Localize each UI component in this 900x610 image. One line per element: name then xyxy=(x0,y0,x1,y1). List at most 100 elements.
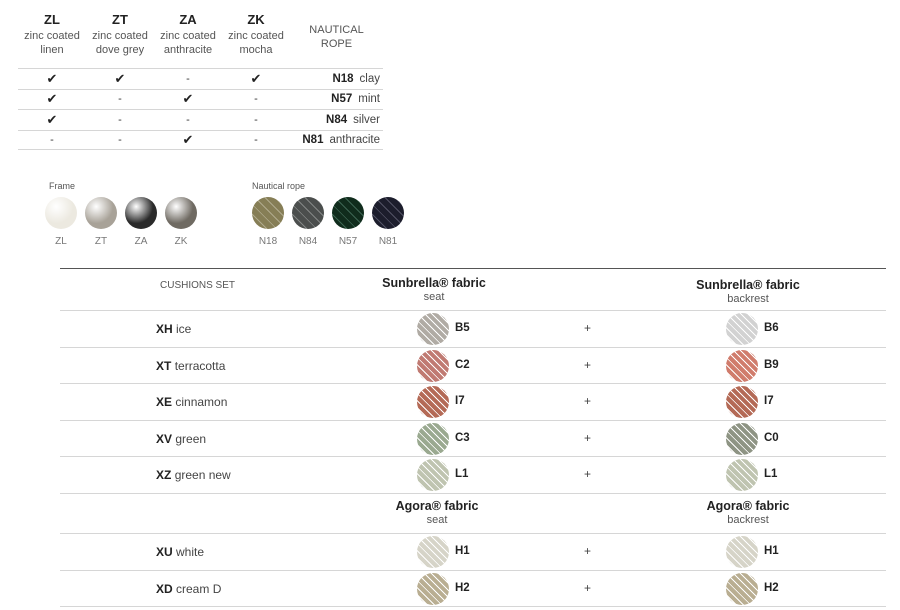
finish-col-za: ZA zinc coated anthracite xyxy=(160,12,216,56)
dash-mark: - xyxy=(254,93,258,106)
cushions-set-label: CUSHIONS SET xyxy=(160,280,236,291)
seat-fabric-code: C2 xyxy=(455,358,470,371)
frame-swatch xyxy=(45,197,77,229)
seat-fabric-heading: Sunbrella® fabric seat xyxy=(382,276,486,303)
seat-fabric-code: H1 xyxy=(455,544,470,557)
rope-swatches-title: Nautical rope xyxy=(252,181,306,191)
backrest-fabric-code: B6 xyxy=(764,322,779,334)
rope-swatch xyxy=(332,197,364,229)
seat-fabric-code: L1 xyxy=(455,468,469,481)
dash-mark: - xyxy=(118,113,122,126)
seat-fabric-swatch xyxy=(417,349,449,382)
cushion-name: XT terracotta xyxy=(156,359,225,373)
cushion-name: XE cinnamon xyxy=(156,395,227,409)
dash-mark: - xyxy=(118,93,122,106)
seat-fabric-code: B5 xyxy=(455,322,470,334)
cushion-row: XU white H1 + H1 xyxy=(60,534,886,571)
seat-fabric-swatch xyxy=(417,386,449,419)
seat-fabric-code: H2 xyxy=(455,581,470,594)
seat-fabric-swatch xyxy=(417,572,449,605)
plus-sign: + xyxy=(584,543,592,558)
swatch-label: ZK xyxy=(174,236,188,247)
check-icon: ✔ xyxy=(250,70,262,86)
cushion-row: XV green C3 + C0 xyxy=(60,421,886,458)
seat-fabric-swatch xyxy=(417,313,449,345)
seat-fabric-code: I7 xyxy=(455,395,465,408)
cushion-color-name: ice xyxy=(176,322,192,336)
plus-sign: + xyxy=(584,321,592,335)
plus-sign: + xyxy=(584,467,592,482)
seat-fabric-swatch xyxy=(417,422,449,455)
check-icon: ✔ xyxy=(46,111,58,127)
dash-mark: - xyxy=(50,133,54,146)
swatch-label: ZL xyxy=(55,236,67,247)
finish-row: ✔ - ✔ - N57 mint xyxy=(18,88,383,110)
backrest-fabric-code: B9 xyxy=(764,358,779,371)
dash-mark: - xyxy=(254,133,258,146)
check-icon: ✔ xyxy=(46,70,58,86)
rope-swatch xyxy=(252,197,284,229)
backrest-fabric-heading: Sunbrella® fabric backrest xyxy=(696,278,800,305)
plus-sign: + xyxy=(584,394,592,409)
cushion-code: XT xyxy=(156,358,172,373)
finish-row: - - ✔ - N81 anthracite xyxy=(18,129,383,150)
rope-name: anthracite xyxy=(329,133,380,146)
backrest-fabric-code: I7 xyxy=(764,395,774,408)
seat-fabric-swatch xyxy=(417,535,449,568)
plus-sign: + xyxy=(584,357,592,372)
cushion-row: XZ green new L1 + L1 xyxy=(60,457,886,494)
cushion-row: XH ice B5 + B6 xyxy=(60,311,886,348)
backrest-fabric-swatch xyxy=(726,313,758,345)
backrest-fabric-code: L1 xyxy=(764,468,778,481)
check-icon: ✔ xyxy=(182,131,194,147)
finish-table-header: ZL zinc coated linen ZT zinc coated dove… xyxy=(18,12,383,68)
backrest-fabric-swatch xyxy=(726,459,758,492)
cushion-row: XE cinnamon I7 + I7 xyxy=(60,384,886,421)
backrest-fabric-swatch xyxy=(726,535,758,568)
swatch-label: ZA xyxy=(134,236,148,247)
seat-fabric-code: C3 xyxy=(455,431,470,444)
backrest-fabric-code: H1 xyxy=(764,544,779,557)
frame-swatches-title: Frame xyxy=(49,181,76,191)
rope-code: N57 xyxy=(331,93,353,106)
backrest-fabric-code: C0 xyxy=(764,431,779,444)
swatch-label: ZT xyxy=(94,236,108,247)
rope-code: N84 xyxy=(326,113,348,126)
cushions-header-agora: Agora® fabric seat Agora® fabric backres… xyxy=(60,494,886,534)
backrest-fabric-swatch xyxy=(726,572,758,605)
dash-mark: - xyxy=(254,113,258,126)
check-icon: ✔ xyxy=(46,91,58,107)
finish-col-zl: ZL zinc coated linen xyxy=(24,12,80,56)
cushion-code: XZ xyxy=(156,468,172,483)
cushion-code: XE xyxy=(156,395,173,410)
cushion-code: XU xyxy=(156,544,173,559)
rope-code: N81 xyxy=(302,133,324,146)
cushion-name: XD cream D xyxy=(156,582,221,596)
cushion-name: XV green xyxy=(156,432,206,446)
rope-cell: N81 anthracite xyxy=(290,134,383,146)
rope-cell: N18 clay xyxy=(290,73,383,85)
finish-row: ✔ - - - N84 silver xyxy=(18,109,383,130)
finish-col-zk: ZK zinc coated mocha xyxy=(228,12,284,56)
swatch-label: N84 xyxy=(298,236,318,247)
rope-cell: N84 silver xyxy=(290,114,383,126)
cushion-code: XD xyxy=(156,581,173,596)
rope-swatch xyxy=(372,197,404,229)
plus-sign: + xyxy=(584,580,592,595)
finish-row: ✔ ✔ - ✔ N18 clay xyxy=(18,68,383,89)
seat-fabric-heading-agora: Agora® fabric seat xyxy=(395,498,479,526)
seat-fabric-swatch xyxy=(417,459,449,492)
cushion-name: XZ green new xyxy=(156,468,231,482)
swatch-label: N81 xyxy=(378,236,398,247)
frame-swatch xyxy=(125,197,157,229)
cushion-code: XH xyxy=(156,322,173,336)
rope-name: clay xyxy=(359,72,380,85)
finish-table: ZL zinc coated linen ZT zinc coated dove… xyxy=(18,12,383,150)
backrest-fabric-swatch xyxy=(726,422,758,455)
rope-name: mint xyxy=(358,93,380,106)
cushion-color-name: white xyxy=(176,544,205,559)
cushion-row: XD cream D H2 + H2 xyxy=(60,571,886,608)
dash-mark: - xyxy=(118,133,122,146)
dash-mark: - xyxy=(186,72,190,85)
agora-rows: XU white H1 + H1 XD cream D H2 + H2 xyxy=(60,534,886,608)
